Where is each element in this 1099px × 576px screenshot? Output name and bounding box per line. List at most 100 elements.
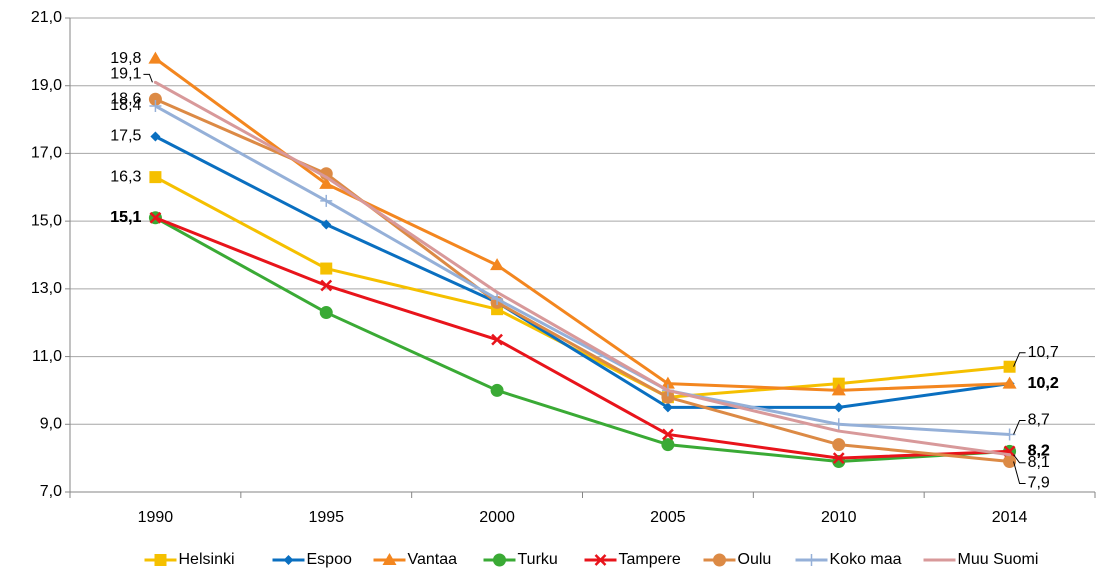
marker — [805, 554, 818, 566]
legend-item: Oulu — [703, 551, 772, 568]
legend-item: Tampere — [584, 551, 681, 568]
marker — [1003, 455, 1017, 469]
data-label: 19,1 — [110, 66, 141, 83]
x-tick-label: 1995 — [308, 509, 344, 526]
marker — [1008, 453, 1012, 457]
y-tick-label: 7,0 — [40, 483, 62, 500]
marker — [150, 131, 161, 142]
data-label: 10,2 — [1028, 375, 1059, 392]
data-label: 15,1 — [110, 209, 141, 226]
marker — [594, 554, 607, 566]
marker — [662, 428, 674, 441]
marker — [666, 388, 670, 392]
data-label: 8,2 — [1028, 443, 1050, 460]
leader-line — [1013, 461, 1026, 485]
marker — [832, 438, 846, 452]
leader-line — [1013, 352, 1026, 367]
legend-label: Muu Suomi — [958, 551, 1039, 568]
data-label: 10,2 — [1028, 375, 1059, 392]
legend-label: Turku — [518, 551, 558, 568]
leader-line — [1013, 454, 1026, 464]
x-tick-label: 2005 — [650, 509, 686, 526]
marker — [319, 306, 333, 320]
marker — [493, 553, 506, 567]
data-label: 10,7 — [1028, 344, 1059, 361]
marker — [149, 100, 162, 113]
legend-label: Espoo — [307, 551, 352, 568]
legend-label: Oulu — [738, 551, 772, 568]
y-tick-label: 17,0 — [31, 145, 62, 162]
marker — [491, 293, 504, 306]
y-tick-label: 15,0 — [31, 212, 62, 229]
data-label: 17,5 — [110, 128, 141, 145]
marker — [491, 333, 503, 346]
leader-line — [1013, 419, 1026, 435]
marker — [660, 376, 675, 389]
x-tick-label: 2014 — [992, 509, 1028, 526]
marker — [320, 279, 333, 292]
x-tick-label: 2010 — [821, 509, 857, 526]
series-line — [154, 81, 1010, 457]
marker — [149, 171, 162, 184]
series-line — [154, 216, 1010, 460]
y-tick-label: 21,0 — [31, 9, 62, 26]
marker — [1002, 376, 1017, 389]
marker — [324, 175, 328, 179]
marker — [153, 80, 157, 84]
series-line — [154, 104, 1010, 436]
data-label: 8,7 — [1028, 412, 1050, 429]
marker — [831, 383, 846, 396]
marker — [833, 402, 844, 413]
x-tick-label: 2000 — [479, 509, 515, 526]
data-label: 8,1 — [1028, 454, 1050, 471]
marker — [832, 452, 845, 465]
marker — [1003, 428, 1016, 441]
legend-item: Helsinki — [144, 551, 235, 568]
marker — [320, 262, 333, 275]
x-tick-label: 1990 — [138, 509, 174, 526]
y-tick-label: 11,0 — [32, 348, 62, 365]
y-tick-label: 9,0 — [40, 416, 62, 433]
leader-line — [143, 73, 153, 83]
marker — [154, 554, 167, 566]
data-label: 16,3 — [110, 168, 141, 185]
legend-item: Turku — [483, 551, 558, 568]
data-label: 8,2 — [1028, 443, 1050, 460]
marker — [320, 194, 333, 207]
marker — [713, 553, 726, 567]
marker — [495, 290, 499, 294]
data-label: 7,9 — [1028, 475, 1050, 492]
legend-label: Helsinki — [179, 551, 235, 568]
series-line — [154, 216, 1010, 464]
legend-label: Vantaa — [408, 551, 458, 568]
marker — [149, 211, 162, 224]
data-label: 18,6 — [110, 90, 141, 107]
marker — [319, 176, 334, 189]
data-label: 15,1 — [110, 209, 141, 226]
y-tick-label: 13,0 — [31, 280, 62, 297]
marker — [148, 51, 163, 64]
marker — [382, 553, 397, 565]
legend-label: Tampere — [619, 551, 681, 568]
series-line — [154, 135, 1010, 409]
marker — [321, 219, 332, 230]
marker — [148, 92, 162, 106]
marker — [662, 402, 673, 413]
marker — [837, 429, 841, 433]
legend-item: Koko maa — [795, 551, 902, 568]
marker — [490, 383, 504, 397]
y-tick-label: 19,0 — [31, 77, 62, 94]
marker — [661, 438, 675, 452]
marker — [832, 418, 845, 431]
marker — [490, 258, 505, 271]
legend-label: Koko maa — [830, 551, 902, 568]
legend-item: Espoo — [272, 551, 352, 568]
marker — [1003, 360, 1016, 373]
marker — [283, 555, 294, 565]
data-label: 19,8 — [110, 50, 141, 67]
marker — [661, 390, 675, 404]
legend-item: Muu Suomi — [923, 551, 1039, 568]
data-label: 18,4 — [110, 97, 141, 114]
legend-item: Vantaa — [373, 551, 458, 568]
